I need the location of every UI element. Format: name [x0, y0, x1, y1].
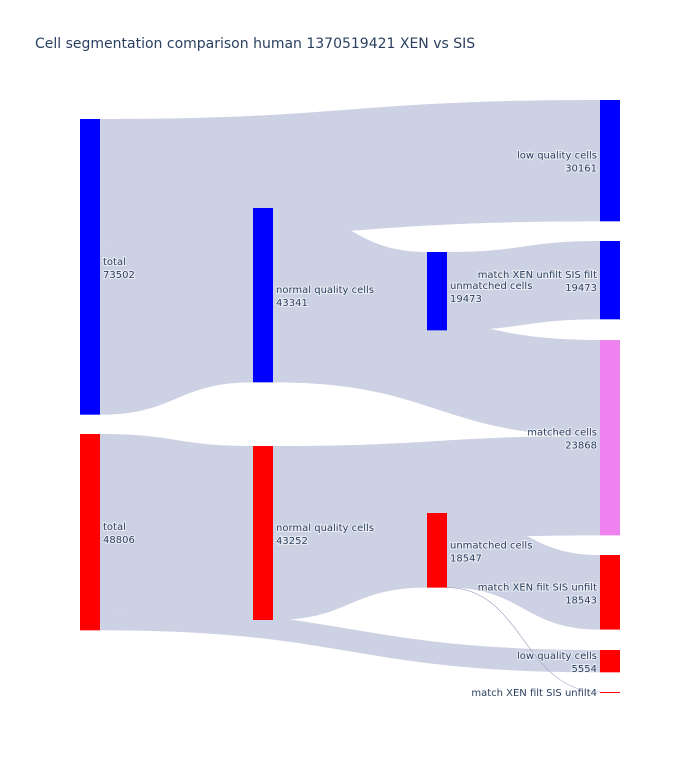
sankey-node-label-matched: matched cells 23868 [527, 428, 597, 452]
sankey-node-value: 5554 [572, 664, 597, 675]
sankey-link-nq_sis-matched[interactable] [273, 436, 600, 546]
sankey-link-total_sis-lq_sis[interactable] [100, 607, 600, 673]
sankey-link-um_sis-mx_filt4[interactable] [446, 587, 601, 693]
sankey-node-name: matched cells [527, 428, 597, 439]
sankey-node-label-um_sis: unmatched cells 18547 [450, 540, 532, 564]
sankey-node-name: total [103, 522, 126, 533]
sankey-node-value: 18543 [565, 595, 597, 606]
sankey-node-total_xen[interactable] [80, 119, 100, 415]
sankey-nodes [80, 100, 620, 693]
sankey-node-mx_unfilt[interactable] [600, 241, 620, 320]
sankey-node-name: match XEN unfilt SIS filt [478, 270, 597, 281]
sankey-node-value: 43341 [276, 298, 308, 309]
sankey-node-total_sis[interactable] [80, 434, 100, 631]
sankey-node-name: unmatched cells [450, 281, 532, 292]
sankey-node-value: 23868 [565, 441, 597, 452]
sankey-link-total_sis-nq_sis[interactable] [100, 434, 253, 620]
sankey-node-value: 30161 [565, 164, 597, 175]
sankey-node-lq_sis[interactable] [600, 650, 620, 673]
sankey-links [100, 100, 601, 693]
sankey-link-um_xen-mx_unfilt[interactable] [447, 241, 600, 331]
sankey-link-nq_xen-matched[interactable] [273, 286, 600, 437]
sankey-node-label-lq_xen: low quality cells 30161 [517, 151, 597, 175]
sankey-node-value: 73502 [103, 270, 135, 281]
sankey-node-label-mx_filt4: match XEN filt SIS unfilt4 [471, 688, 597, 699]
sankey-node-value: 43252 [276, 536, 308, 547]
sankey-node-mx_filt[interactable] [600, 555, 620, 630]
sankey-node-label-total_xen: total 73502 [103, 257, 135, 281]
sankey-node-value: 18547 [450, 553, 482, 564]
sankey-link-um_sis-mx_filt[interactable] [447, 513, 600, 630]
sankey-node-matched[interactable] [600, 340, 620, 536]
sankey-link-total_xen-nq_xen[interactable] [100, 208, 253, 415]
sankey-node-nq_xen[interactable] [253, 208, 273, 383]
sankey-labels: total 73502 total 48806 normal quality cells… [102, 150, 598, 700]
sankey-node-um_sis[interactable] [427, 513, 447, 588]
sankey-node-value: 48806 [103, 535, 135, 546]
sankey-node-nq_sis[interactable] [253, 446, 273, 620]
sankey-node-name: match XEN filt SIS unfilt [478, 582, 597, 593]
sankey-node-name: total [103, 257, 126, 268]
sankey-node-name: normal quality cells [276, 523, 374, 534]
sankey-node-label-lq_sis: low quality cells 5554 [517, 651, 597, 675]
sankey-node-name: low quality cells [517, 651, 597, 662]
sankey-node-value: 19473 [450, 294, 482, 305]
chart-title: Cell segmentation comparison human 13705… [35, 36, 476, 52]
sankey-node-name: match XEN filt SIS unfilt4 [471, 688, 597, 699]
sankey-node-label-um_xen: unmatched cells 19473 [450, 281, 532, 305]
sankey-node-label-nq_xen: normal quality cells 43341 [276, 285, 374, 309]
sankey-node-name: normal quality cells [276, 285, 374, 296]
sankey-node-name: unmatched cells [450, 540, 532, 551]
sankey-node-mx_filt4[interactable] [600, 692, 620, 693]
sankey-node-label-mx_filt: match XEN filt SIS unfilt 18543 [478, 582, 597, 606]
sankey-node-label-total_sis: total 48806 [103, 522, 135, 546]
sankey-node-label-nq_sis: normal quality cells 43252 [276, 523, 374, 547]
sankey-node-value: 19473 [565, 283, 597, 294]
sankey-node-lq_xen[interactable] [600, 100, 620, 222]
sankey-node-um_xen[interactable] [427, 252, 447, 331]
sankey-node-label-mx_unfilt: match XEN unfilt SIS filt 19473 [478, 270, 597, 294]
sankey-node-name: low quality cells [517, 151, 597, 162]
sankey-link-total_xen-lq_xen[interactable] [100, 100, 600, 241]
sankey-link-nq_sis-um_sis[interactable] [273, 513, 427, 620]
